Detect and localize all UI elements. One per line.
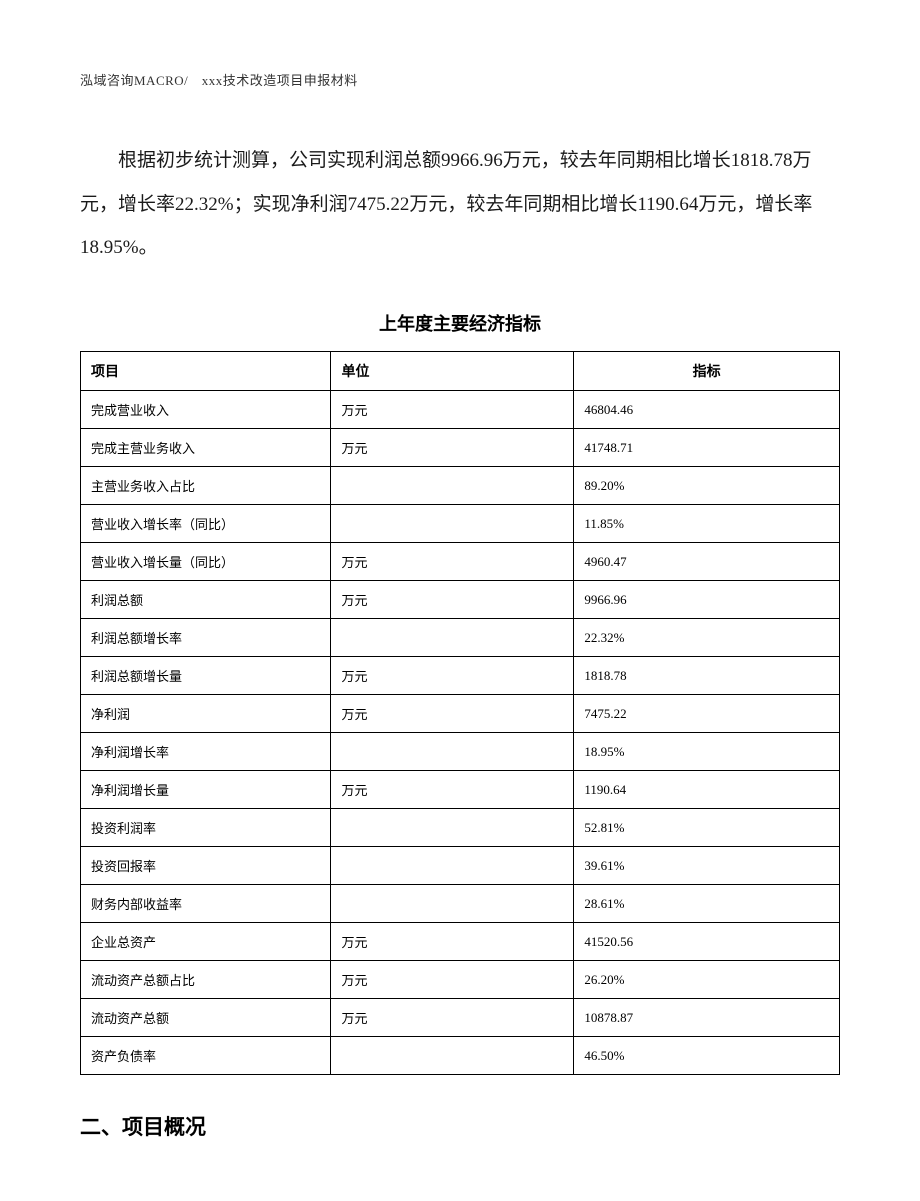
page-header: 泓域咨询MACRO/ xxx技术改造项目申报材料 (80, 70, 840, 89)
cell-value: 89.20% (574, 467, 840, 505)
table-row: 利润总额增长率 22.32% (81, 619, 840, 657)
table-title: 上年度主要经济指标 (80, 310, 840, 336)
table-row: 营业收入增长量（同比）万元4960.47 (81, 543, 840, 581)
table-row: 资产负债率 46.50% (81, 1037, 840, 1075)
cell-item: 企业总资产 (81, 923, 331, 961)
table-row: 主营业务收入占比 89.20% (81, 467, 840, 505)
cell-item: 净利润增长率 (81, 733, 331, 771)
cell-value: 46804.46 (574, 391, 840, 429)
cell-value: 10878.87 (574, 999, 840, 1037)
cell-item: 营业收入增长率（同比） (81, 505, 331, 543)
table-row: 利润总额增长量万元1818.78 (81, 657, 840, 695)
cell-value: 9966.96 (574, 581, 840, 619)
table-body: 完成营业收入万元46804.46 完成主营业务收入万元41748.71 主营业务… (81, 391, 840, 1075)
table-row: 完成主营业务收入万元41748.71 (81, 429, 840, 467)
cell-item: 净利润增长量 (81, 771, 331, 809)
cell-item: 完成主营业务收入 (81, 429, 331, 467)
col-header-value: 指标 (574, 352, 840, 391)
cell-item: 财务内部收益率 (81, 885, 331, 923)
table-row: 投资利润率 52.81% (81, 809, 840, 847)
cell-unit: 万元 (331, 695, 574, 733)
summary-paragraph: 根据初步统计测算，公司实现利润总额9966.96万元，较去年同期相比增长1818… (80, 139, 840, 270)
cell-unit (331, 619, 574, 657)
table-row: 投资回报率 39.61% (81, 847, 840, 885)
table-row: 净利润万元7475.22 (81, 695, 840, 733)
table-row: 利润总额万元9966.96 (81, 581, 840, 619)
cell-item: 利润总额增长率 (81, 619, 331, 657)
cell-value: 7475.22 (574, 695, 840, 733)
cell-item: 投资利润率 (81, 809, 331, 847)
cell-unit (331, 847, 574, 885)
cell-value: 22.32% (574, 619, 840, 657)
cell-value: 39.61% (574, 847, 840, 885)
cell-item: 净利润 (81, 695, 331, 733)
cell-value: 18.95% (574, 733, 840, 771)
cell-unit: 万元 (331, 657, 574, 695)
table-row: 流动资产总额万元10878.87 (81, 999, 840, 1037)
cell-unit (331, 467, 574, 505)
table-row: 完成营业收入万元46804.46 (81, 391, 840, 429)
cell-unit (331, 1037, 574, 1075)
cell-unit: 万元 (331, 923, 574, 961)
cell-unit: 万元 (331, 999, 574, 1037)
section-heading: 二、项目概况 (80, 1111, 840, 1141)
cell-unit (331, 505, 574, 543)
cell-value: 46.50% (574, 1037, 840, 1075)
cell-unit: 万元 (331, 961, 574, 999)
table-row: 流动资产总额占比万元26.20% (81, 961, 840, 999)
cell-unit (331, 885, 574, 923)
cell-value: 11.85% (574, 505, 840, 543)
cell-unit: 万元 (331, 543, 574, 581)
table-row: 营业收入增长率（同比） 11.85% (81, 505, 840, 543)
economic-indicators-table: 项目 单位 指标 完成营业收入万元46804.46 完成主营业务收入万元4174… (80, 351, 840, 1075)
cell-unit: 万元 (331, 429, 574, 467)
cell-value: 28.61% (574, 885, 840, 923)
table-row: 净利润增长量万元1190.64 (81, 771, 840, 809)
cell-item: 投资回报率 (81, 847, 331, 885)
cell-item: 利润总额增长量 (81, 657, 331, 695)
cell-value: 1818.78 (574, 657, 840, 695)
cell-unit: 万元 (331, 391, 574, 429)
cell-value: 26.20% (574, 961, 840, 999)
cell-item: 流动资产总额占比 (81, 961, 331, 999)
cell-unit (331, 809, 574, 847)
table-header-row: 项目 单位 指标 (81, 352, 840, 391)
cell-value: 41520.56 (574, 923, 840, 961)
cell-value: 1190.64 (574, 771, 840, 809)
table-row: 企业总资产万元41520.56 (81, 923, 840, 961)
col-header-unit: 单位 (331, 352, 574, 391)
cell-unit: 万元 (331, 581, 574, 619)
cell-value: 4960.47 (574, 543, 840, 581)
cell-value: 41748.71 (574, 429, 840, 467)
cell-item: 完成营业收入 (81, 391, 331, 429)
table-row: 净利润增长率 18.95% (81, 733, 840, 771)
table-row: 财务内部收益率 28.61% (81, 885, 840, 923)
cell-item: 利润总额 (81, 581, 331, 619)
cell-item: 主营业务收入占比 (81, 467, 331, 505)
cell-item: 流动资产总额 (81, 999, 331, 1037)
cell-unit (331, 733, 574, 771)
cell-unit: 万元 (331, 771, 574, 809)
cell-item: 营业收入增长量（同比） (81, 543, 331, 581)
col-header-item: 项目 (81, 352, 331, 391)
cell-value: 52.81% (574, 809, 840, 847)
cell-item: 资产负债率 (81, 1037, 331, 1075)
document-page: 泓域咨询MACRO/ xxx技术改造项目申报材料 根据初步统计测算，公司实现利润… (0, 0, 920, 1201)
